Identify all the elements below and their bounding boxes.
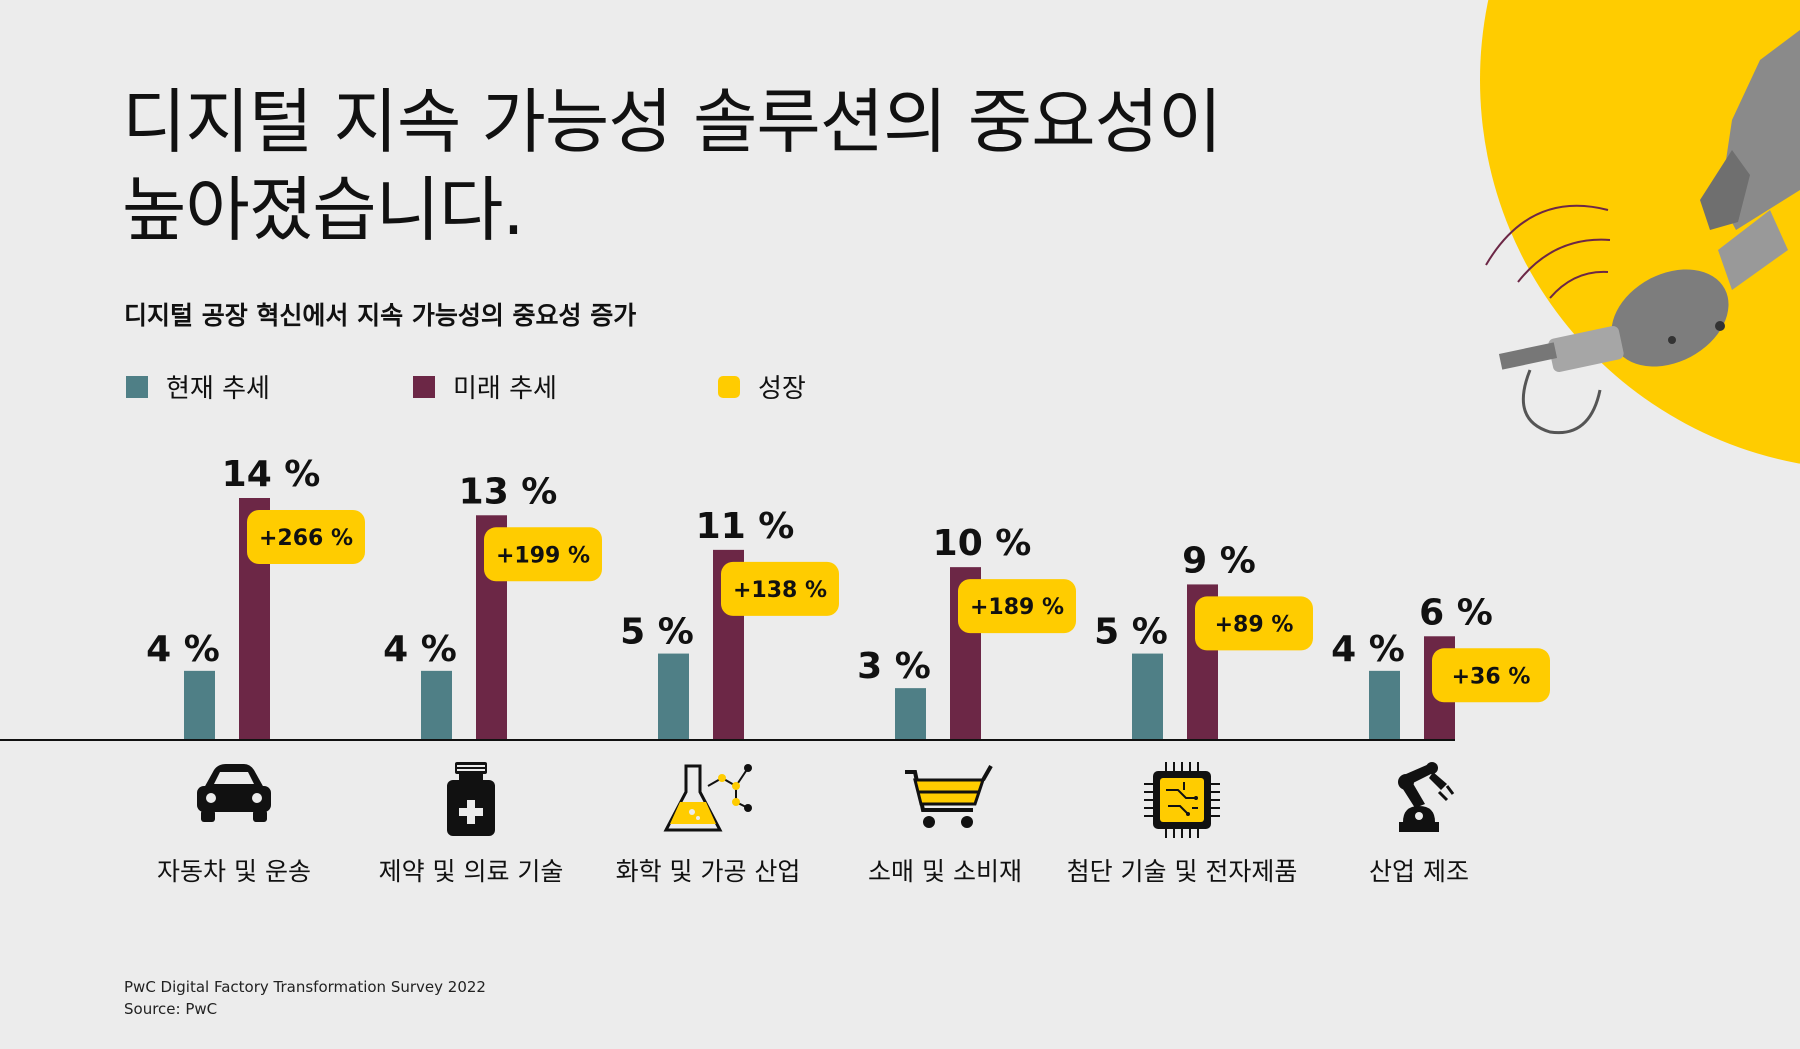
growth-badge-1 bbox=[484, 527, 602, 582]
legend-item-growth: 성장 bbox=[718, 368, 806, 405]
chart-legend: 현재 추세 미래 추세 성장 bbox=[126, 368, 926, 404]
labels-layer: 4 % 14 % +266 % 자동차 및 운송 4 % 13 % +199 % 제약 및 의… bbox=[146, 454, 1550, 886]
footer-survey: PwC Digital Factory Transformation Surve… bbox=[124, 978, 486, 996]
growth-label-1: +199 % bbox=[496, 543, 590, 568]
label-future-1: 13 % bbox=[459, 471, 558, 512]
category-label-5: 산업 제조 bbox=[1369, 857, 1469, 886]
title-line-2: 높아졌습니다. bbox=[122, 169, 525, 251]
title-line-1: 디지털 지속 가능성 솔루션의 중요성이 bbox=[122, 81, 1222, 163]
legend-swatch-current bbox=[126, 375, 148, 398]
robot-arm-icon bbox=[1498, 30, 1800, 435]
growth-badge-4 bbox=[1195, 596, 1313, 651]
category-label-1: 제약 및 의료 기술 bbox=[379, 857, 564, 886]
bar-current-5 bbox=[1369, 670, 1400, 740]
bar-current-2 bbox=[658, 653, 689, 740]
label-current-5: 4 % bbox=[1331, 629, 1405, 670]
growth-label-3: +189 % bbox=[970, 595, 1064, 620]
label-future-2: 11 % bbox=[696, 506, 795, 547]
shopping-cart-icon bbox=[905, 765, 993, 828]
label-current-4: 5 % bbox=[1094, 612, 1168, 653]
bar-current-1 bbox=[421, 670, 452, 740]
category-icons-layer bbox=[197, 762, 1455, 838]
yellow-circle-shape bbox=[1480, 0, 1800, 464]
legend-label-current: 현재 추세 bbox=[166, 374, 270, 404]
growth-badge-5 bbox=[1432, 648, 1550, 703]
label-future-3: 10 % bbox=[933, 523, 1032, 564]
growth-label-0: +266 % bbox=[259, 526, 353, 551]
robot-arm-illustration bbox=[1480, 0, 1800, 464]
label-future-4: 9 % bbox=[1182, 540, 1256, 581]
growth-label-5: +36 % bbox=[1452, 664, 1531, 689]
label-current-3: 3 % bbox=[857, 646, 931, 687]
label-current-0: 4 % bbox=[146, 629, 220, 670]
growth-badge-2 bbox=[721, 561, 839, 616]
car-icon bbox=[197, 764, 271, 822]
category-label-4: 첨단 기술 및 전자제품 bbox=[1067, 857, 1298, 886]
category-label-0: 자동차 및 운송 bbox=[157, 857, 311, 886]
label-current-2: 5 % bbox=[620, 612, 694, 653]
label-future-0: 14 % bbox=[222, 454, 321, 495]
chart-subtitle: 디지털 공장 혁신에서 지속 가능성의 중요성 증가 bbox=[124, 301, 637, 330]
growth-label-2: +138 % bbox=[733, 578, 827, 603]
medicine-bottle-icon bbox=[447, 762, 495, 836]
growth-badge-3 bbox=[958, 579, 1076, 634]
legend-label-future: 미래 추세 bbox=[453, 374, 557, 404]
growth-badge-0 bbox=[247, 510, 365, 564]
bar-current-0 bbox=[184, 670, 215, 740]
footer: PwC Digital Factory Transformation Surve… bbox=[124, 976, 486, 1020]
legend-swatch-future bbox=[413, 375, 435, 398]
signal-waves-icon bbox=[1485, 204, 1611, 299]
footer-source: Source: PwC bbox=[124, 1000, 218, 1018]
legend-item-current: 현재 추세 bbox=[126, 368, 270, 405]
legend-item-future: 미래 추세 bbox=[413, 368, 557, 405]
legend-swatch-growth bbox=[718, 375, 740, 398]
robot-arm-icon bbox=[1398, 762, 1455, 832]
bar-current-3 bbox=[895, 688, 926, 740]
label-current-1: 4 % bbox=[383, 629, 457, 670]
category-label-2: 화학 및 가공 산업 bbox=[616, 857, 801, 886]
microchip-icon bbox=[1144, 762, 1220, 838]
page-title: 디지털 지속 가능성 솔루션의 중요성이 높아졌습니다. bbox=[122, 78, 1322, 254]
growth-label-4: +89 % bbox=[1215, 612, 1294, 637]
category-label-3: 소매 및 소비재 bbox=[868, 857, 1022, 886]
label-future-5: 6 % bbox=[1419, 592, 1493, 633]
chemistry-flask-icon bbox=[663, 764, 752, 832]
legend-label-growth: 성장 bbox=[758, 374, 806, 404]
bar-current-4 bbox=[1132, 653, 1163, 740]
